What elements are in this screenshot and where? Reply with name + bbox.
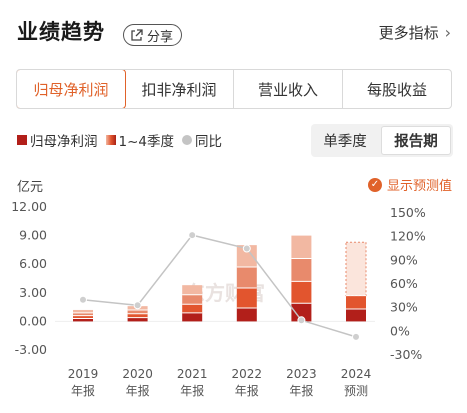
bar-segment bbox=[182, 294, 203, 305]
tab-net-profit[interactable]: 归母净利润 bbox=[17, 70, 126, 108]
legend-quarters-label: 1~4季度 bbox=[118, 134, 175, 150]
period-toggle: 单季度 报告期 bbox=[311, 124, 453, 157]
y-right-tick-label: 90% bbox=[390, 252, 418, 267]
share-button[interactable]: 分享 bbox=[123, 24, 183, 46]
yoy-point bbox=[188, 231, 197, 240]
y-left-tick-label: -3.00 bbox=[15, 342, 47, 357]
bar-segment bbox=[182, 304, 203, 313]
x-tick-label-sub: 年报 bbox=[235, 383, 259, 398]
tab-eps[interactable]: 每股收益 bbox=[366, 80, 427, 99]
yoy-point bbox=[352, 332, 360, 341]
x-tick-label-sub: 年报 bbox=[289, 383, 313, 398]
y-left-tick-label: 12.00 bbox=[11, 199, 47, 214]
y-right-tick-label: 30% bbox=[390, 300, 418, 315]
legend-quarters: 1~4季度 bbox=[105, 130, 175, 150]
legend-swatch-gradient bbox=[105, 135, 116, 145]
forecast-bar-segment bbox=[346, 309, 366, 322]
unit-label: 亿元 bbox=[17, 180, 44, 195]
y-right-tick-label: 150% bbox=[390, 205, 426, 220]
legend-swatch-solid bbox=[17, 135, 27, 145]
legend-dot bbox=[182, 135, 192, 145]
page-title: 业绩趋势 bbox=[17, 20, 105, 44]
bar-segment bbox=[73, 315, 93, 319]
forecast-bar-segment bbox=[346, 295, 366, 310]
y-right-tick-label: 0% bbox=[390, 323, 410, 338]
yoy-line bbox=[82, 234, 357, 338]
bar-segment bbox=[73, 312, 93, 316]
check-icon: ✓ bbox=[367, 177, 382, 192]
forecast-bar-segment bbox=[345, 241, 367, 297]
x-tick-label-sub: 预测 bbox=[344, 384, 368, 398]
bar-segment bbox=[127, 317, 148, 322]
tab-revenue[interactable]: 营业收入 bbox=[234, 70, 343, 108]
bar-segment bbox=[236, 267, 257, 289]
bar-segment bbox=[127, 313, 148, 318]
y-right-tick-label: 60% bbox=[390, 276, 418, 291]
bar-segment bbox=[127, 309, 148, 314]
x-tick-label-year: 2019 bbox=[68, 367, 99, 381]
x-tick-label-year: 2023 bbox=[286, 367, 317, 381]
bar-segment bbox=[182, 285, 203, 295]
more-indicators-label: 更多指标 bbox=[378, 24, 439, 42]
x-tick-label-year: 2021 bbox=[177, 367, 208, 381]
legend-net-profit-label: 归母净利润 bbox=[30, 134, 98, 150]
x-tick-label-year: 2024 bbox=[341, 367, 372, 381]
bar-segment bbox=[236, 288, 257, 309]
y-left-tick-label: 6.00 bbox=[19, 256, 47, 271]
tab-deducted-net-profit[interactable]: 扣非净利润 bbox=[125, 70, 234, 108]
bar-segment bbox=[291, 281, 312, 304]
bar-segment bbox=[236, 308, 257, 322]
bar-segment bbox=[236, 245, 257, 268]
bar-segment bbox=[73, 309, 93, 313]
legend-yoy-label: 同比 bbox=[195, 134, 222, 150]
yoy-point bbox=[79, 295, 87, 304]
x-tick-label-sub: 年报 bbox=[126, 383, 150, 398]
y-left-tick-label: 0.00 bbox=[19, 313, 47, 328]
yoy-point bbox=[297, 316, 306, 325]
bar-segment bbox=[291, 258, 312, 282]
bar-segment bbox=[73, 318, 93, 322]
bar-segment bbox=[182, 312, 203, 322]
bar-segment bbox=[291, 235, 312, 259]
y-left-tick-label: 3.00 bbox=[19, 285, 47, 300]
y-left-tick-label: 9.00 bbox=[19, 228, 47, 243]
chevron-right-icon: › bbox=[444, 23, 451, 42]
y-right-tick-label: 120% bbox=[390, 229, 426, 244]
legend-net-profit: 归母净利润 bbox=[17, 130, 98, 150]
forecast-toggle[interactable]: ✓ 显示预测值 bbox=[367, 175, 452, 194]
y-right-tick-label: -30% bbox=[390, 347, 422, 362]
forecast-label: 显示预测值 bbox=[386, 179, 452, 194]
legend-yoy: 同比 bbox=[182, 130, 222, 150]
x-tick-label-sub: 年报 bbox=[180, 383, 204, 398]
period-quarterly[interactable]: 单季度 bbox=[323, 134, 367, 150]
x-tick-label-year: 2022 bbox=[232, 367, 263, 381]
metric-tabs: 归母净利润 扣非净利润 营业收入 每股收益 bbox=[16, 69, 452, 109]
chart-legend: 归母净利润 1~4季度 同比 bbox=[17, 130, 230, 150]
x-tick-label-sub: 年报 bbox=[71, 383, 95, 398]
share-label: 分享 bbox=[147, 29, 174, 45]
period-report[interactable]: 报告期 bbox=[381, 126, 451, 155]
bar-segment bbox=[291, 303, 312, 322]
share-icon bbox=[131, 28, 143, 41]
x-tick-label-year: 2020 bbox=[122, 367, 153, 381]
yoy-point bbox=[133, 301, 142, 310]
more-indicators-link[interactable]: 更多指标 › bbox=[379, 22, 451, 43]
yoy-point bbox=[242, 244, 251, 253]
